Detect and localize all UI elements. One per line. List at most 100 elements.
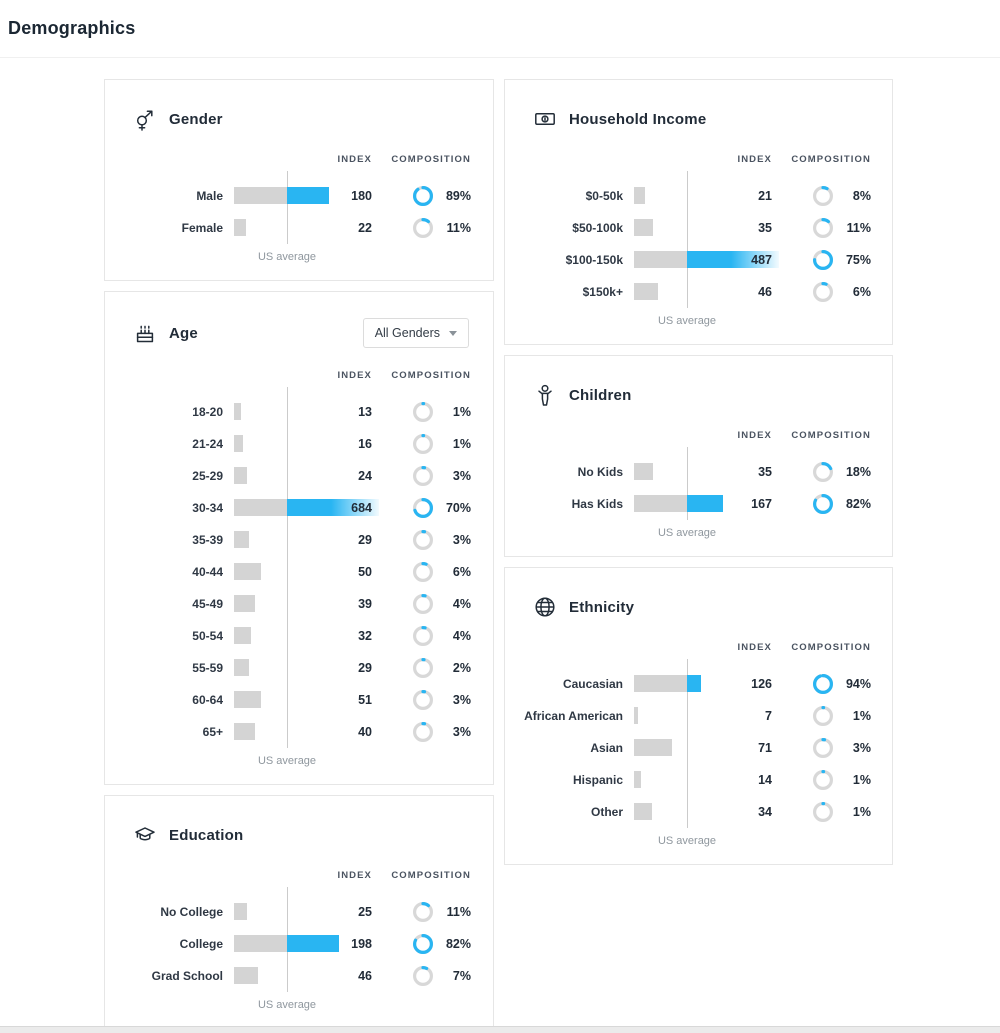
row-label: 21-24 xyxy=(192,437,223,451)
row-label: 65+ xyxy=(202,725,223,739)
composition-value: 75% xyxy=(845,253,871,267)
children-card: Children INDEX COMPOSITION No Kids 35 18% H… xyxy=(504,355,893,557)
index-bar xyxy=(234,563,261,580)
composition-value: 1% xyxy=(852,709,871,723)
us-average: US average xyxy=(105,992,493,1016)
us-average-line xyxy=(687,171,688,308)
index-bar xyxy=(634,771,642,788)
index-bar-above-average xyxy=(687,251,779,268)
composition-donut xyxy=(813,674,833,694)
index-bar-base xyxy=(234,467,247,484)
age-row: 21-24 16 1% xyxy=(105,428,493,460)
index-bar xyxy=(234,187,330,204)
composition-value: 11% xyxy=(846,221,871,235)
index-bar-above-average xyxy=(687,675,701,692)
ethnicity-row: Hispanic 14 1% xyxy=(505,764,892,796)
us-average: US average xyxy=(505,828,892,852)
row-label: 60-64 xyxy=(192,693,223,707)
composition-donut xyxy=(813,250,833,270)
row-label: $0-50k xyxy=(585,189,623,203)
age-row: 65+ 40 3% xyxy=(105,716,493,748)
globe-icon xyxy=(533,595,557,619)
rows: 18-20 13 1% 21-24 16 1% 25-29 24 3% 30-34 684 70% 35… xyxy=(105,387,493,748)
index-column-header: INDEX xyxy=(737,154,772,165)
index-value: 35 xyxy=(758,221,772,235)
index-bar-base xyxy=(234,691,261,708)
index-bar-base xyxy=(634,251,687,268)
age-row: 40-44 50 6% xyxy=(105,556,493,588)
row-label: $100-150k xyxy=(565,253,623,267)
composition-column-header: COMPOSITION xyxy=(791,430,871,441)
index-bar xyxy=(634,187,646,204)
index-bar-base xyxy=(634,187,646,204)
child-icon xyxy=(533,383,557,407)
composition-donut xyxy=(413,498,433,518)
index-value: 14 xyxy=(758,773,772,787)
index-bar xyxy=(234,967,259,984)
age-row: 30-34 684 70% xyxy=(105,492,493,524)
us-average-line xyxy=(687,659,688,828)
card-title: Ethnicity xyxy=(569,598,635,616)
index-bar-base xyxy=(234,435,243,452)
education-row: No College 25 11% xyxy=(105,896,493,928)
us-average-label: US average xyxy=(257,755,317,767)
index-value: 7 xyxy=(765,709,772,723)
money-icon xyxy=(533,107,557,131)
composition-donut xyxy=(813,218,833,238)
index-bar-base xyxy=(634,283,659,300)
demographics-panel: Gender INDEX COMPOSITION Male 180 89% Femal… xyxy=(104,79,1000,1029)
composition-donut xyxy=(413,934,433,954)
composition-value: 3% xyxy=(452,693,471,707)
index-column-header: INDEX xyxy=(737,642,772,653)
table-header: INDEX COMPOSITION xyxy=(105,370,493,383)
card-header: Education xyxy=(133,822,469,848)
ethnicity-row: Asian 71 3% xyxy=(505,732,892,764)
index-bar xyxy=(234,403,241,420)
children-row: Has Kids 167 82% xyxy=(505,488,892,520)
age-row: 45-49 39 4% xyxy=(105,588,493,620)
index-bar xyxy=(234,723,256,740)
page-bottom-edge xyxy=(0,1026,1000,1033)
gender-row: Female 22 11% xyxy=(105,212,493,244)
household_income-card: Household Income INDEX COMPOSITION $0-50… xyxy=(504,79,893,345)
index-value: 51 xyxy=(358,693,372,707)
index-bar-base xyxy=(234,531,250,548)
index-column-header: INDEX xyxy=(737,430,772,441)
composition-column-header: COMPOSITION xyxy=(391,870,471,881)
age-row: 18-20 13 1% xyxy=(105,396,493,428)
age-row: 60-64 51 3% xyxy=(105,684,493,716)
left-column: Gender INDEX COMPOSITION Male 180 89% Femal… xyxy=(104,79,494,1029)
row-label: Other xyxy=(590,805,623,819)
index-bar-above-average xyxy=(287,499,379,516)
row-label: Asian xyxy=(590,741,623,755)
composition-donut xyxy=(413,690,433,710)
row-label: Has Kids xyxy=(571,497,623,511)
row-label: 55-59 xyxy=(192,661,223,675)
table-header: INDEX COMPOSITION xyxy=(505,642,892,655)
page-header: Demographics xyxy=(0,0,1000,58)
index-value: 684 xyxy=(351,501,372,515)
education-card: Education INDEX COMPOSITION No College 25… xyxy=(104,795,494,1029)
chevron-down-icon xyxy=(449,330,457,336)
index-bar-base xyxy=(234,563,261,580)
us-average-label: US average xyxy=(657,315,717,327)
gender-row: Male 180 89% xyxy=(105,180,493,212)
gender-filter-dropdown[interactable]: All Genders xyxy=(362,318,469,348)
index-value: 39 xyxy=(358,597,372,611)
card-header: Children xyxy=(533,382,868,408)
card-header: Ethnicity xyxy=(533,594,868,620)
composition-value: 1% xyxy=(452,437,471,451)
row-label: Female xyxy=(181,221,223,235)
composition-donut xyxy=(413,186,433,206)
composition-donut xyxy=(413,966,433,986)
index-bar xyxy=(634,219,653,236)
index-bar xyxy=(634,675,701,692)
us-average: US average xyxy=(105,244,493,268)
composition-donut xyxy=(413,466,433,486)
age-card: Age All Genders INDEX COMPOSITION 18-20 1… xyxy=(104,291,494,785)
composition-donut xyxy=(413,902,433,922)
index-bar xyxy=(234,219,246,236)
index-bar xyxy=(234,903,248,920)
index-column-header: INDEX xyxy=(337,154,372,165)
row-label: No College xyxy=(160,905,223,919)
